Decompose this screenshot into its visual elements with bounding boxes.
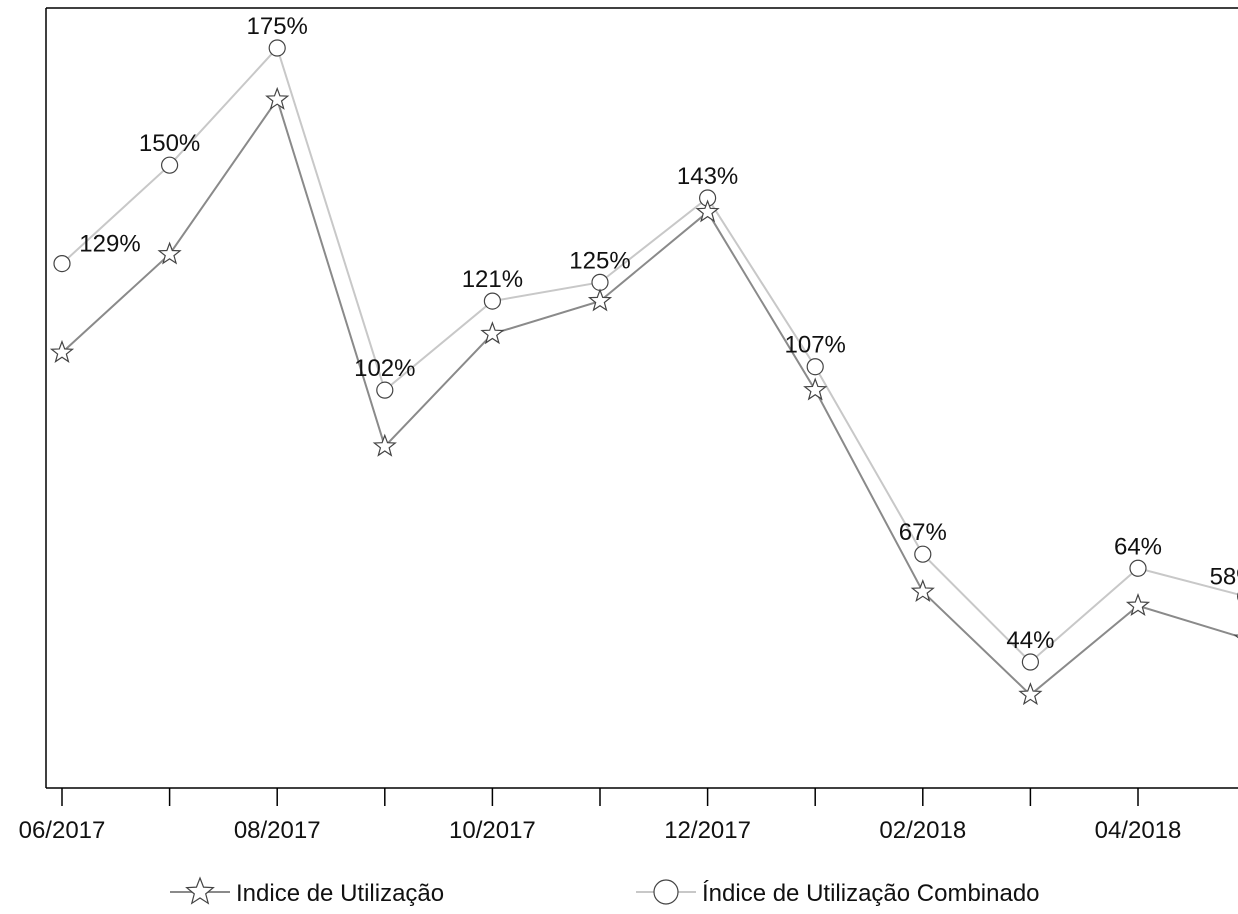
legend-label-indice: Indice de Utilização <box>236 880 444 907</box>
legend-star-icon <box>185 876 215 905</box>
star-marker-point <box>587 288 613 312</box>
circle-marker-point <box>161 156 179 174</box>
data-label: 102% <box>354 355 415 382</box>
circle-marker-point <box>591 273 609 291</box>
x-tick-label: 04/2018 <box>1095 817 1182 844</box>
x-tick-label: 06/2017 <box>19 817 106 844</box>
data-label: 64% <box>1114 533 1162 560</box>
circle-marker-point <box>483 292 501 310</box>
data-label: 107% <box>785 332 846 359</box>
star-marker-point <box>695 199 720 223</box>
star-marker-point <box>1018 682 1043 706</box>
data-label: 175% <box>247 13 308 40</box>
data-label: 44% <box>1006 627 1054 654</box>
circle-marker-point <box>806 358 824 376</box>
circle-marker-point <box>914 545 932 563</box>
data-label: 129% <box>79 231 140 258</box>
series-lines <box>61 46 1238 697</box>
circle-marker-point <box>268 39 286 57</box>
star-marker-point <box>910 578 935 602</box>
indice-line <box>61 97 1238 697</box>
data-label: 58% <box>1210 563 1238 590</box>
data-label: 121% <box>462 266 523 293</box>
circle-marker-point <box>1021 653 1040 671</box>
chart-axes <box>45 7 1238 789</box>
star-marker-point <box>265 86 290 110</box>
x-tick-label: 08/2017 <box>234 817 321 844</box>
data-label: 67% <box>899 519 947 546</box>
x-axis-ticks: 06/2017 08/2017 10/2017 12/2017 02/2018 04/20… <box>19 788 1182 844</box>
legend-circle-icon <box>653 879 679 905</box>
x-tick-label: 12/2017 <box>664 817 751 844</box>
combinado-line <box>61 46 1238 664</box>
data-label: 143% <box>677 163 738 190</box>
circle-marker-point <box>376 381 394 399</box>
star-marker-point <box>372 433 397 457</box>
circle-marker-point <box>1129 559 1147 577</box>
star-marker-point <box>157 241 182 265</box>
x-tick-label: 10/2017 <box>449 817 536 844</box>
x-tick-label: 02/2018 <box>879 817 966 844</box>
star-marker-point <box>803 377 828 401</box>
legend: Indice de Utilização Índice de Utilização… <box>170 876 1040 907</box>
data-labels: 129% 150% 175% 102% 121% 125% 143% 107% 67% 44% 64… <box>79 13 1238 654</box>
series-markers <box>49 39 1238 706</box>
star-marker-point <box>480 321 505 345</box>
star-marker-point <box>49 339 75 363</box>
circle-marker-point <box>53 255 71 273</box>
data-label: 150% <box>139 130 200 157</box>
legend-label-combinado: Índice de Utilização Combinado <box>702 880 1040 907</box>
data-label: 125% <box>569 247 630 274</box>
star-marker-point <box>1125 593 1151 617</box>
